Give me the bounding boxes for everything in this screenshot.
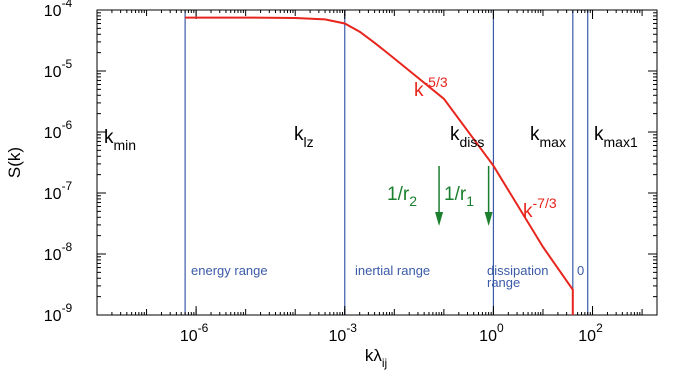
x-tick-label: 102 [578, 321, 603, 345]
spectrum-line [185, 16, 574, 315]
series-group [185, 16, 574, 315]
label-kmax1: kmax1 [594, 124, 638, 150]
label-1-r1: 1/r1 [444, 184, 474, 209]
slope-label-7-3: k-7/3 [523, 195, 557, 222]
label-klz: klz [294, 124, 314, 150]
y-axis-title: S(k) [5, 147, 24, 178]
arrow-r2-head [435, 212, 444, 226]
y-tick-label: 10-5 [44, 57, 73, 81]
y-tick-label: 10-6 [44, 118, 73, 142]
y-tick-label: 10-4 [44, 0, 73, 20]
x-axis-title: kλij [365, 346, 387, 370]
range-label-0: energy range [191, 263, 268, 278]
y-tick-label: 10-9 [44, 301, 73, 325]
slope-label-5-3: k-5/3 [414, 74, 448, 101]
x-tick-label: 100 [479, 321, 504, 345]
annotations-group: kmin klz kdiss kmax kmax1 k-5/3 k-7/3 1/r2 1/r1 e… [104, 74, 638, 290]
arrow-r1-head [484, 212, 493, 226]
label-kdiss: kdiss [450, 124, 484, 150]
x-tick-label: 10-3 [329, 321, 358, 345]
axis-ticks: 10-6 10-3 100 102 10-4 10-5 10-6 10-7 10-8 10-9 [44, 0, 658, 345]
plot-frame [96, 9, 658, 316]
label-1-r2: 1/r2 [387, 184, 417, 209]
range-label-2: dissipation [487, 263, 548, 278]
x-tick-label: 10-6 [180, 321, 209, 345]
y-tick-label: 10-7 [44, 179, 73, 203]
range-label-2-line2: range [487, 275, 520, 290]
label-kmin: kmin [104, 127, 136, 153]
y-tick-label: 10-8 [44, 240, 73, 264]
range-label-3: 0 [577, 263, 584, 278]
range-label-1: inertial range [355, 263, 430, 278]
boundary-lines [184, 10, 589, 315]
label-kmax: kmax [530, 124, 566, 150]
